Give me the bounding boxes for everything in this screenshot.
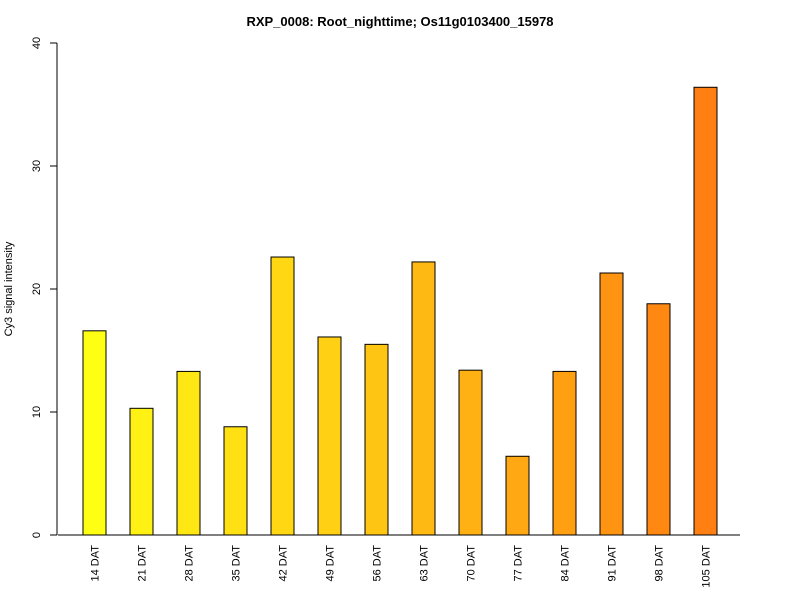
x-tick-label: 14 DAT	[90, 545, 102, 582]
bar	[552, 370, 577, 536]
x-tick-label: 42 DAT	[278, 545, 290, 582]
x-tick-label: 21 DAT	[137, 545, 149, 582]
x-tick-label: 105 DAT	[701, 545, 713, 588]
bar	[364, 343, 389, 536]
y-tick-label: 40	[31, 37, 43, 49]
x-tick-label: 56 DAT	[372, 545, 384, 582]
x-tick-label: 70 DAT	[466, 545, 478, 582]
x-tick-label: 91 DAT	[607, 545, 619, 582]
bar	[176, 370, 201, 536]
bar	[82, 330, 107, 536]
bar	[458, 369, 483, 536]
x-tick-label: 49 DAT	[325, 545, 337, 582]
bar	[270, 256, 295, 536]
y-tick-label: 0	[31, 532, 43, 538]
bar	[505, 455, 530, 536]
bar	[693, 86, 718, 536]
bar	[646, 303, 671, 536]
y-tick-label: 10	[31, 406, 43, 418]
bar	[129, 407, 154, 536]
x-tick-label: 98 DAT	[654, 545, 666, 582]
y-tick-label: 30	[31, 160, 43, 172]
x-tick-label: 77 DAT	[513, 545, 525, 582]
bar	[599, 272, 624, 536]
bar	[317, 336, 342, 536]
x-axis: 14 DAT 21 DAT 28 DAT 35 DAT 42 DAT 49 DAT 56 D…	[58, 534, 740, 588]
x-tick-label: 84 DAT	[560, 545, 572, 582]
y-axis: 0 10 20 30 40	[31, 37, 58, 538]
x-tick-label: 63 DAT	[419, 545, 431, 582]
chart-title: RXP_0008: Root_nighttime; Os11g0103400_1…	[246, 14, 553, 29]
y-axis-label: Cy3 signal intensity	[3, 241, 15, 336]
bar	[411, 261, 436, 536]
bars-group	[82, 86, 718, 536]
x-tick-label: 28 DAT	[184, 545, 196, 582]
x-tick-label: 35 DAT	[231, 545, 243, 582]
y-tick-label: 20	[31, 283, 43, 295]
bar	[223, 426, 248, 536]
